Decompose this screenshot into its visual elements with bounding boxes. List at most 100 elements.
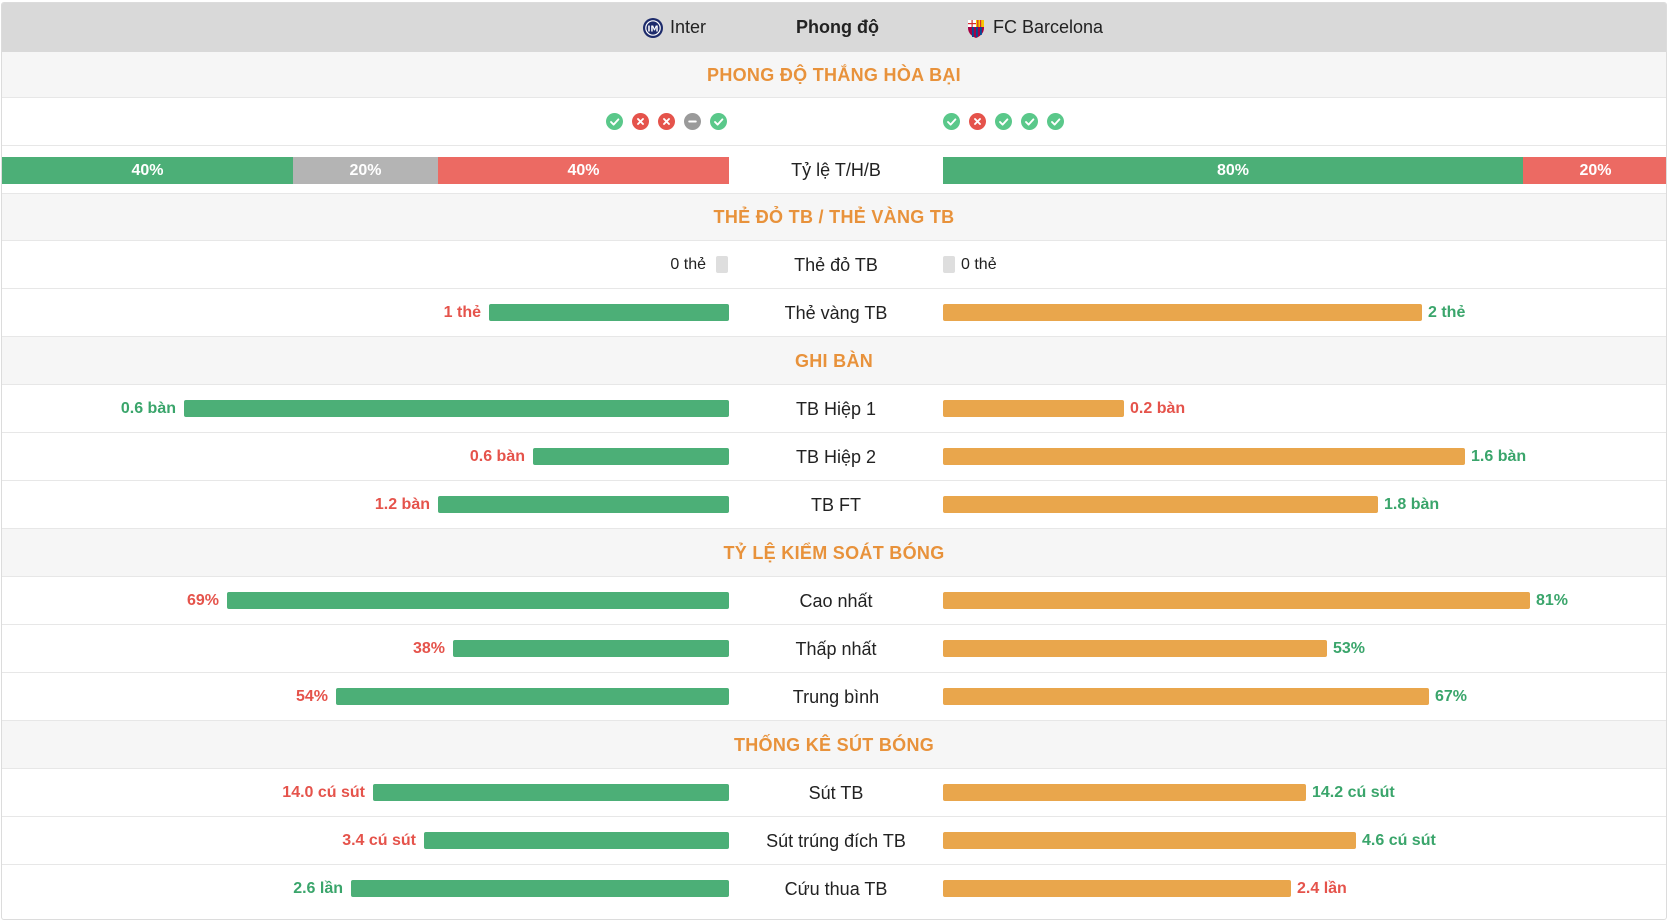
home-win-segment: 40% bbox=[2, 157, 293, 184]
goals-half1-row: 0.6 bàn TB Hiệp 1 0.2 bàn bbox=[2, 385, 1666, 433]
shots-saves-label: Cứu thua TB bbox=[784, 879, 888, 899]
goals-half1-away-value: 0.2 bàn bbox=[1130, 400, 1186, 417]
possession-avg-row: 54% Trung bình 67% bbox=[2, 673, 1666, 721]
section-title-goals: GHI BÀN bbox=[794, 351, 874, 371]
goals-ft-home-value: 1.2 bàn bbox=[374, 496, 430, 513]
possession-min-label: Thấp nhất bbox=[795, 639, 877, 659]
possession-max-home-bar bbox=[227, 592, 729, 609]
shots-on-target-row: 3.4 cú sút Sút trúng đích TB 4.6 cú sút bbox=[2, 817, 1666, 865]
home-draw-segment: 20% bbox=[293, 157, 438, 184]
shots-on-target-home-bar bbox=[424, 832, 729, 849]
goals-half2-home-value: 0.6 bàn bbox=[469, 448, 525, 465]
shots-on-target-label: Sút trúng đích TB bbox=[766, 831, 906, 851]
goals-half1-label: TB Hiệp 1 bbox=[795, 399, 877, 419]
away-ratio-bar: 80% 20% bbox=[943, 157, 1666, 184]
home-red-cards-value: 0 thẻ bbox=[670, 256, 706, 273]
section-cards: THẺ ĐỎ TB / THẺ VÀNG TB bbox=[2, 194, 1666, 241]
away-win-segment: 80% bbox=[943, 157, 1523, 184]
inter-logo-icon: IM bbox=[642, 17, 664, 39]
away-form-results bbox=[943, 113, 1064, 130]
home-red-card-bar bbox=[716, 256, 728, 273]
possession-max-row: 69% Cao nhất 81% bbox=[2, 577, 1666, 625]
loss-cross-icon bbox=[969, 113, 986, 130]
goals-half2-row: 0.6 bàn TB Hiệp 2 1.6 bàn bbox=[2, 433, 1666, 481]
goals-half1-away-bar bbox=[943, 400, 1124, 417]
win-check-icon bbox=[1021, 113, 1038, 130]
possession-max-away-value: 81% bbox=[1536, 592, 1569, 609]
possession-min-row: 38% Thấp nhất 53% bbox=[2, 625, 1666, 673]
section-form: PHONG ĐỘ THẮNG HÒA BẠI bbox=[2, 52, 1666, 98]
possession-max-home-value: 69% bbox=[186, 592, 219, 609]
goals-half2-home-bar bbox=[533, 448, 729, 465]
shots-total-home-bar bbox=[373, 784, 729, 801]
shots-total-away-value: 14.2 cú sút bbox=[1312, 784, 1395, 801]
win-check-icon bbox=[943, 113, 960, 130]
goals-ft-row: 1.2 bàn TB FT 1.8 bàn bbox=[2, 481, 1666, 529]
possession-avg-home-value: 54% bbox=[295, 688, 328, 705]
goals-ft-home-bar bbox=[438, 496, 729, 513]
goals-half2-away-value: 1.6 bàn bbox=[1471, 448, 1527, 465]
win-check-icon bbox=[1047, 113, 1064, 130]
win-check-icon bbox=[995, 113, 1012, 130]
shots-saves-home-bar bbox=[351, 880, 729, 897]
win-check-icon bbox=[606, 113, 623, 130]
section-goals: GHI BÀN bbox=[2, 337, 1666, 385]
possession-min-away-value: 53% bbox=[1333, 640, 1366, 657]
form-results-row bbox=[2, 98, 1666, 146]
goals-half2-label: TB Hiệp 2 bbox=[795, 447, 877, 467]
section-title-shots: THỐNG KÊ SÚT BÓNG bbox=[733, 735, 935, 755]
home-team-header[interactable]: IM Inter bbox=[642, 3, 706, 52]
home-ratio-bar: 40% 20% 40% bbox=[2, 157, 729, 184]
away-red-cards-value: 0 thẻ bbox=[961, 256, 997, 273]
section-possession: TỶ LỆ KIỂM SOÁT BÓNG bbox=[2, 529, 1666, 577]
page-title: Phong độ bbox=[796, 17, 879, 37]
section-title-possession: TỶ LỆ KIỂM SOÁT BÓNG bbox=[723, 543, 945, 563]
form-ratio-row: 40% 20% 40% Tỷ lệ T/H/B 80% 20% bbox=[2, 146, 1666, 194]
header-bar: IM Inter Phong độ bbox=[2, 3, 1666, 52]
section-title-cards: THẺ ĐỎ TB / THẺ VÀNG TB bbox=[713, 207, 955, 227]
yellow-cards-home-value: 1 thẻ bbox=[443, 304, 481, 321]
away-red-card-bar bbox=[943, 256, 955, 273]
svg-text:IM: IM bbox=[648, 24, 659, 33]
goals-half1-home-value: 0.6 bàn bbox=[120, 400, 176, 417]
ratio-label: Tỷ lệ T/H/B bbox=[791, 160, 881, 180]
goals-ft-away-bar bbox=[943, 496, 1378, 513]
shots-saves-row: 2.6 lần Cứu thua TB 2.4 lần bbox=[2, 865, 1666, 913]
red-cards-label: Thẻ đỏ TB bbox=[794, 255, 878, 275]
yellow-cards-away-bar bbox=[943, 304, 1422, 321]
possession-max-label: Cao nhất bbox=[799, 591, 873, 611]
shots-saves-away-bar bbox=[943, 880, 1291, 897]
possession-max-away-bar bbox=[943, 592, 1530, 609]
possession-avg-label: Trung bình bbox=[792, 687, 880, 707]
yellow-cards-row: 1 thẻ Thẻ vàng TB 2 thẻ bbox=[2, 289, 1666, 337]
yellow-cards-home-bar bbox=[489, 304, 729, 321]
possession-avg-away-bar bbox=[943, 688, 1429, 705]
section-title-form: PHONG ĐỘ THẮNG HÒA BẠI bbox=[707, 65, 961, 85]
shots-on-target-away-value: 4.6 cú sút bbox=[1362, 832, 1436, 849]
possession-min-home-value: 38% bbox=[412, 640, 445, 657]
home-loss-segment: 40% bbox=[438, 157, 729, 184]
shots-on-target-away-bar bbox=[943, 832, 1356, 849]
shots-total-label: Sút TB bbox=[808, 783, 864, 803]
yellow-cards-label: Thẻ vàng TB bbox=[784, 303, 888, 323]
possession-min-away-bar bbox=[943, 640, 1327, 657]
win-check-icon bbox=[710, 113, 727, 130]
goals-ft-away-value: 1.8 bàn bbox=[1384, 496, 1440, 513]
away-loss-segment: 20% bbox=[1523, 157, 1666, 184]
barcelona-logo-icon bbox=[965, 17, 987, 39]
shots-saves-home-value: 2.6 lần bbox=[293, 880, 343, 897]
goals-ft-label: TB FT bbox=[811, 495, 861, 515]
possession-avg-away-value: 67% bbox=[1435, 688, 1468, 705]
section-shots: THỐNG KÊ SÚT BÓNG bbox=[2, 721, 1666, 769]
goals-half2-away-bar bbox=[943, 448, 1465, 465]
shots-on-target-home-value: 3.4 cú sút bbox=[342, 832, 416, 849]
home-form-results bbox=[606, 113, 727, 130]
draw-minus-icon bbox=[684, 113, 701, 130]
loss-cross-icon bbox=[658, 113, 675, 130]
away-team-header[interactable]: FC Barcelona bbox=[965, 3, 1103, 52]
shots-total-home-value: 14.0 cú sút bbox=[282, 784, 365, 801]
loss-cross-icon bbox=[632, 113, 649, 130]
shots-total-row: 14.0 cú sút Sút TB 14.2 cú sút bbox=[2, 769, 1666, 817]
yellow-cards-away-value: 2 thẻ bbox=[1428, 304, 1466, 321]
